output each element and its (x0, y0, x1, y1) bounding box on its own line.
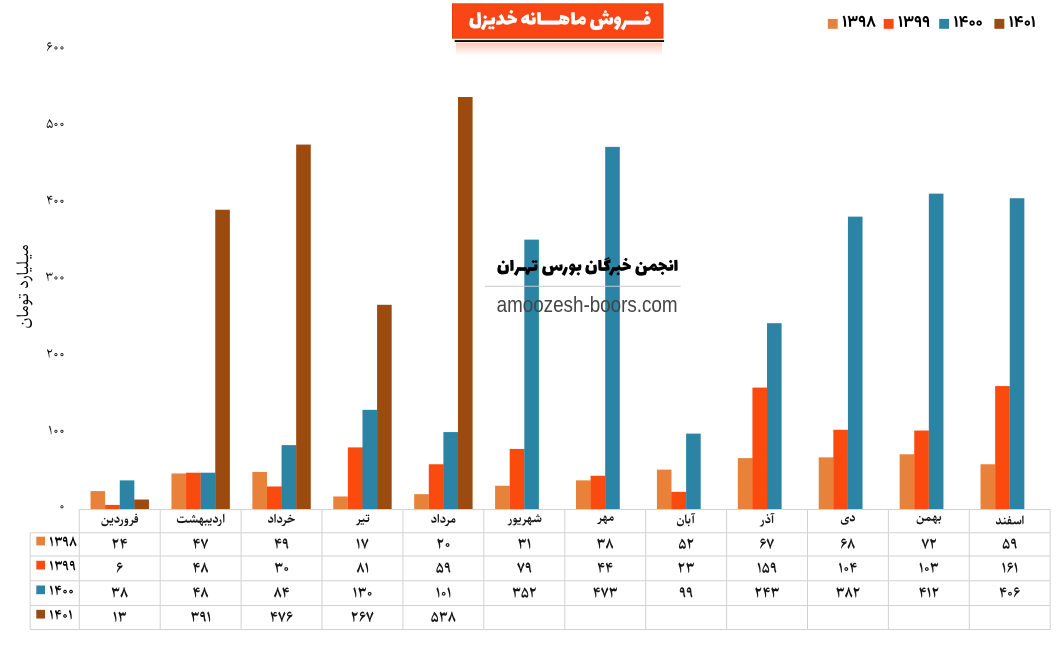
svg-text:amoozesh-boors.com: amoozesh-boors.com (497, 292, 678, 317)
